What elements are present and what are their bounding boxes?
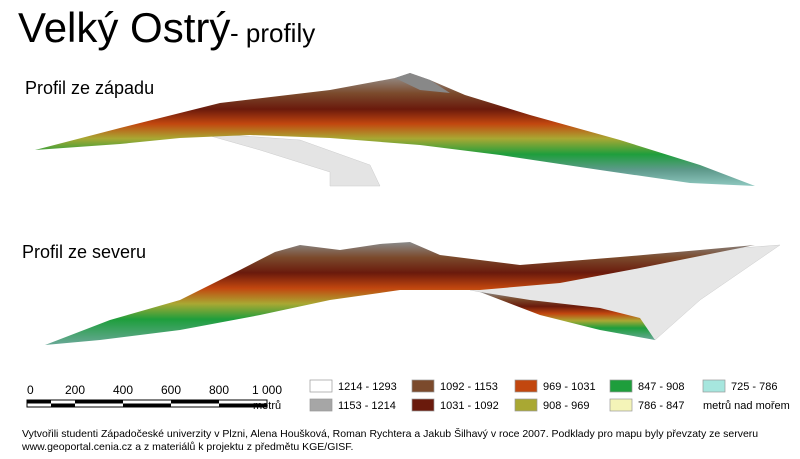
scale-bar bbox=[26, 399, 268, 408]
scale-label: 600 bbox=[161, 383, 181, 397]
subtitle: - profily bbox=[230, 18, 315, 48]
legend-swatch bbox=[609, 398, 633, 412]
legend-unit: metrů nad mořem bbox=[703, 400, 790, 412]
legend-label: 908 - 969 bbox=[543, 400, 589, 412]
scale-label: 800 bbox=[209, 383, 229, 397]
legend-swatch bbox=[309, 379, 333, 393]
legend-label: 1153 - 1214 bbox=[338, 400, 396, 412]
footer-line: Vytvořili studenti Západočeské univerzit… bbox=[22, 427, 758, 440]
legend-label: 969 - 1031 bbox=[543, 381, 596, 393]
scale-label: 0 bbox=[27, 383, 34, 397]
profile-label: Profil ze severu bbox=[22, 242, 146, 262]
title: Velký Ostrý bbox=[18, 4, 230, 51]
legend-swatch bbox=[411, 379, 435, 393]
legend-swatch bbox=[609, 379, 633, 393]
scale-label: 1 000 bbox=[252, 383, 282, 397]
legend-swatch bbox=[514, 398, 538, 412]
profile-label: Profil ze západu bbox=[25, 78, 154, 98]
legend-label: 725 - 786 bbox=[731, 381, 777, 393]
scale-label: 400 bbox=[113, 383, 133, 397]
legend-label: 847 - 908 bbox=[638, 381, 684, 393]
legend-swatch bbox=[309, 398, 333, 412]
legend-label: 1031 - 1092 bbox=[440, 400, 499, 412]
scale-unit: metrů bbox=[253, 400, 281, 412]
legend-label: 1214 - 1293 bbox=[338, 381, 397, 393]
terrain-west bbox=[35, 73, 755, 187]
legend-swatch bbox=[514, 379, 538, 393]
legend-label: 1092 - 1153 bbox=[440, 381, 498, 393]
scale-label: 200 bbox=[65, 383, 85, 397]
legend-swatch bbox=[702, 379, 726, 393]
footer-line: www.geoportal.cenia.cz a z materiálů k p… bbox=[21, 441, 353, 453]
legend-swatch bbox=[411, 398, 435, 412]
terrain-north bbox=[45, 242, 781, 345]
legend-label: 786 - 847 bbox=[638, 400, 684, 412]
